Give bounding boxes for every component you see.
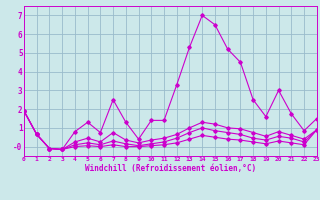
X-axis label: Windchill (Refroidissement éolien,°C): Windchill (Refroidissement éolien,°C) (85, 164, 256, 173)
